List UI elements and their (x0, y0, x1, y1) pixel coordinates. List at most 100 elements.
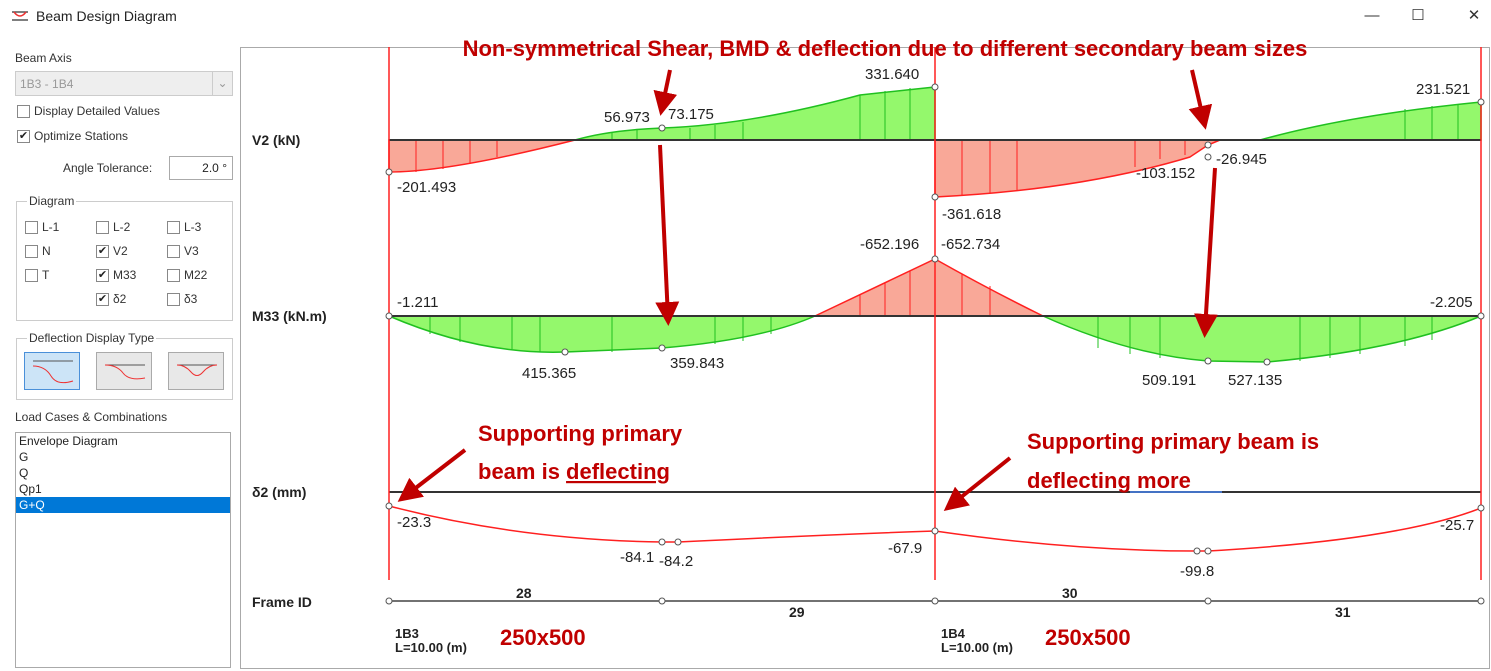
deflection-sag-icon (176, 364, 218, 376)
checkbox-box (167, 292, 180, 306)
value-label: -99.8 (1180, 563, 1214, 580)
frame-id: 30 (1062, 585, 1078, 601)
load-case-item-selected[interactable]: G+Q (16, 497, 230, 513)
deflection-absolute-icon (104, 364, 146, 380)
annotation-arrows (397, 69, 1218, 511)
load-case-item[interactable]: Qp1 (19, 482, 42, 496)
value-label: 231.521 (1416, 81, 1470, 98)
deflection-type-sag-button[interactable] (168, 352, 224, 390)
diagram-option-checkbox[interactable]: V3 (167, 244, 199, 258)
value-label: -103.152 (1136, 165, 1195, 182)
value-label: -1.211 (397, 294, 438, 311)
checkbox-label: N (42, 244, 51, 258)
checkbox-label: δ3 (184, 292, 198, 306)
m33-station-lines-neg (859, 271, 991, 316)
support-length: L=10.00 (m) (941, 640, 1013, 655)
diagram-option-checkbox[interactable]: L-1 (25, 220, 59, 234)
checkbox-label: M22 (184, 268, 208, 282)
checkbox-box (25, 220, 38, 234)
checkbox-label: L-3 (184, 220, 202, 234)
checkbox-box (167, 244, 180, 258)
check-icon: ✔ (96, 268, 109, 282)
row-label-d2: δ2 (mm) (252, 484, 306, 500)
checkbox-label: L-2 (113, 220, 131, 234)
frame-id: 31 (1335, 604, 1351, 620)
value-label: -361.618 (942, 206, 1001, 223)
optimize-stations-checkbox[interactable]: ✔ Optimize Stations (17, 129, 128, 143)
diagram-option-checkbox[interactable]: ✔ δ2 (96, 292, 126, 306)
load-case-item[interactable]: G (19, 450, 29, 464)
support-length: L=10.00 (m) (395, 640, 467, 655)
value-label: 56.973 (604, 109, 650, 126)
maximize-button[interactable]: ☐ (1411, 7, 1425, 24)
display-detailed-checkbox[interactable]: Display Detailed Values (17, 104, 160, 118)
value-label: -652.734 (941, 236, 1000, 253)
checkbox-label: V2 (113, 244, 128, 258)
m33-station-lines (429, 316, 1433, 361)
value-label: 359.843 (670, 355, 724, 372)
load-cases-list[interactable]: Envelope Diagram G Q Qp1 G+Q (15, 432, 231, 668)
diagram-option-checkbox[interactable]: M22 (167, 268, 207, 282)
load-case-item[interactable]: Q (19, 466, 29, 480)
check-icon: ✔ (17, 129, 30, 143)
load-case-item[interactable]: Envelope Diagram (19, 434, 118, 448)
diagram-group (16, 201, 233, 321)
checkbox-label: M33 (113, 268, 137, 282)
diagram-option-checkbox[interactable]: δ3 (167, 292, 197, 306)
checkbox-label: V3 (184, 244, 199, 258)
value-label: 509.191 (1142, 372, 1196, 389)
deflection-type-relative-button[interactable] (24, 352, 80, 390)
chevron-down-icon: ⌄ (212, 72, 232, 95)
checkbox-label: δ2 (113, 292, 127, 306)
checkbox-label: Optimize Stations (34, 129, 129, 143)
checkbox-box (17, 104, 30, 118)
checkbox-label: L-1 (42, 220, 60, 234)
minimize-button[interactable]: — (1364, 7, 1380, 24)
checkbox-box (25, 244, 38, 258)
row-label-frame: Frame ID (252, 594, 312, 610)
annotation-title: Non-symmetrical Shear, BMD & deflection … (463, 36, 1308, 61)
angle-tolerance-input[interactable]: 2.0 ° (169, 156, 233, 180)
angle-tolerance-label: Angle Tolerance: (63, 161, 153, 175)
value-label: -2.205 (1430, 294, 1473, 311)
value-label: -26.945 (1216, 151, 1267, 168)
annotation-note2-line2: deflecting more (1027, 468, 1191, 493)
deflection-relative-icon (32, 360, 74, 384)
m33-negative-area (814, 258, 1044, 317)
value-label: -201.493 (397, 179, 456, 196)
diagram-option-checkbox[interactable]: T (25, 268, 49, 282)
checkbox-label: T (42, 268, 50, 282)
diagram-option-checkbox[interactable]: N (25, 244, 51, 258)
check-icon: ✔ (96, 292, 109, 306)
beam-axis-select[interactable]: 1B3 - 1B4 ⌄ (15, 71, 233, 96)
beam-size: 250x500 (500, 625, 586, 650)
app-icon (10, 9, 30, 23)
diagram-option-checkbox[interactable]: L-2 (96, 220, 130, 234)
close-button[interactable]: ✕ (1467, 7, 1481, 24)
diagram-option-checkbox[interactable]: ✔ V2 (96, 244, 128, 258)
beam-axis-value: 1B3 - 1B4 (20, 77, 74, 91)
station-nodes (385, 83, 1485, 605)
value-label: -67.9 (888, 540, 922, 557)
deflection-type-absolute-button[interactable] (96, 352, 152, 390)
support-name: 1B3 (395, 626, 419, 641)
checkbox-label: Display Detailed Values (34, 104, 160, 118)
value-label: 415.365 (522, 365, 576, 382)
value-label: 527.135 (1228, 372, 1282, 389)
support-name: 1B4 (941, 626, 966, 641)
row-label-v2: V2 (kN) (252, 132, 300, 148)
value-label: -25.7 (1440, 517, 1474, 534)
value-label: 73.175 (668, 106, 714, 123)
check-icon: ✔ (96, 244, 109, 258)
diagram-option-checkbox[interactable]: L-3 (167, 220, 201, 234)
beam-axis-label: Beam Axis (15, 51, 72, 65)
annotation-note1: Supporting primary (478, 421, 683, 446)
frame-id: 29 (789, 604, 805, 620)
v2-negative-area (388, 139, 1221, 198)
diagram-option-checkbox[interactable]: ✔ M33 (96, 268, 136, 282)
checkbox-box (167, 268, 180, 282)
diagram-canvas (240, 47, 1490, 669)
frame-id: 28 (516, 585, 532, 601)
value-label: -652.196 (860, 236, 919, 253)
